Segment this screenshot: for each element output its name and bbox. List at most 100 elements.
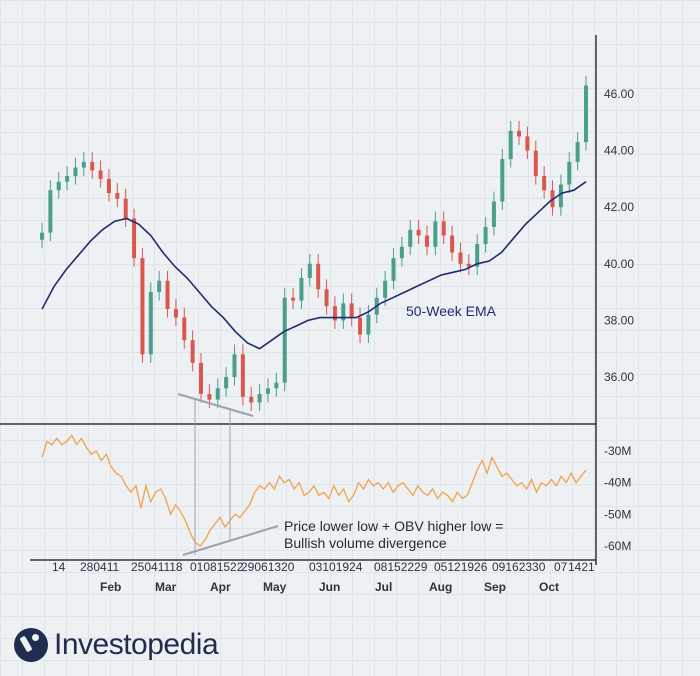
candle-body <box>575 142 580 162</box>
price-tick-label: 42.00 <box>604 200 634 214</box>
candle-body <box>567 161 572 185</box>
candle-body <box>508 130 513 160</box>
candle-body <box>299 277 304 301</box>
candle-body <box>450 235 455 253</box>
candle-body <box>190 340 195 363</box>
candle-body <box>157 280 162 293</box>
price-lower-low-trendline <box>177 393 254 417</box>
obv-higher-low-trendline <box>182 525 279 556</box>
obv-tick-label: -40M <box>604 476 631 490</box>
candle-body <box>458 252 463 264</box>
candle-body <box>399 246 404 259</box>
candle-body <box>106 178 111 194</box>
date-tick-label: 05121926 <box>434 560 488 574</box>
candle-body <box>173 309 178 318</box>
candle-body <box>475 243 480 267</box>
candle-body <box>416 229 421 236</box>
candle-body <box>274 382 279 389</box>
candle-body <box>215 388 220 400</box>
date-tick-label: 25041118 <box>131 560 183 574</box>
price-tick-label: 36.00 <box>604 370 634 384</box>
annotation-line-1: Price lower low + OBV higher low = <box>284 518 503 534</box>
date-tick-label: 08152229 <box>374 560 428 574</box>
candle-body <box>123 198 128 219</box>
price-tick-label: 46.00 <box>604 87 634 101</box>
price-tick-label: 38.00 <box>604 313 634 327</box>
obv-tick-label: -30M <box>604 444 631 458</box>
candle-body <box>257 393 262 403</box>
candle-body <box>408 229 413 247</box>
date-tick-label: 03101924 <box>309 560 363 574</box>
candle-body <box>140 258 145 355</box>
candle-body <box>165 280 170 310</box>
candle-body <box>424 235 429 247</box>
price-axis-ticks: 36.00 38.00 40.00 42.00 44.00 46.00 <box>604 87 634 384</box>
ema-line <box>41 181 587 350</box>
date-tick-label: 280411 <box>80 560 119 574</box>
candle-body <box>73 167 78 177</box>
divergence-markers <box>177 393 279 556</box>
investopedia-logo-icon <box>14 628 48 662</box>
month-label: Feb <box>100 580 121 594</box>
candle-body <box>584 85 588 143</box>
date-tick-label: 14 <box>52 560 66 574</box>
date-tick-label: 29061320 <box>241 560 295 574</box>
candle-body <box>65 176 70 182</box>
candle-body <box>40 232 44 240</box>
candle-body <box>291 297 296 301</box>
candle-body <box>525 136 530 151</box>
candle-body <box>282 297 287 383</box>
price-tick-label: 40.00 <box>604 257 634 271</box>
obv-tick-label: -60M <box>604 539 631 553</box>
candle-body <box>383 280 388 298</box>
month-label: Mar <box>155 580 177 594</box>
candle-body <box>358 317 363 335</box>
obv-line <box>41 434 587 547</box>
candle-body <box>224 377 229 389</box>
candle-body <box>307 263 312 278</box>
obv-axis-ticks: -30M -40M -50M -60M <box>604 444 631 553</box>
candle-body <box>491 201 496 228</box>
candle-body <box>391 258 396 281</box>
month-label: Jun <box>319 580 340 594</box>
candle-body <box>199 362 204 394</box>
candle-body <box>182 317 187 341</box>
candle-body <box>81 161 86 168</box>
candle-body <box>517 130 522 137</box>
candle-body <box>366 314 371 335</box>
candle-body <box>483 227 488 244</box>
month-label: Apr <box>210 580 231 594</box>
candle-body <box>265 388 270 394</box>
candle-body <box>558 184 563 208</box>
date-tick-label: 07 <box>554 560 568 574</box>
candle-body <box>98 170 103 179</box>
candle-body <box>115 193 120 199</box>
investopedia-logo: Investopedia <box>14 628 219 662</box>
x-axis-month-labels: Feb Mar Apr May Jun Jul Aug Sep Oct <box>100 580 559 594</box>
month-label: Aug <box>429 580 452 594</box>
ema-label: 50-Week EMA <box>406 303 497 319</box>
candle-body <box>324 289 329 307</box>
annotation-line-2: Bullish volume divergence <box>284 535 447 551</box>
candle-body <box>240 354 245 397</box>
candle-body <box>349 303 354 318</box>
candle-body <box>48 190 53 233</box>
candle-body <box>232 354 237 377</box>
candle-body <box>332 306 337 321</box>
candle-body <box>249 396 254 403</box>
date-tick-label: 09162330 <box>492 560 546 574</box>
candle-body <box>542 176 547 191</box>
candle-body <box>132 218 137 259</box>
candle-body <box>148 292 153 355</box>
candle-body <box>433 221 438 247</box>
candlesticks <box>40 75 588 411</box>
candle-body <box>90 161 95 171</box>
axis-lines <box>0 35 597 565</box>
candle-body <box>441 221 446 236</box>
month-label: Sep <box>484 580 506 594</box>
candle-body <box>207 393 212 400</box>
candle-body <box>500 159 505 202</box>
